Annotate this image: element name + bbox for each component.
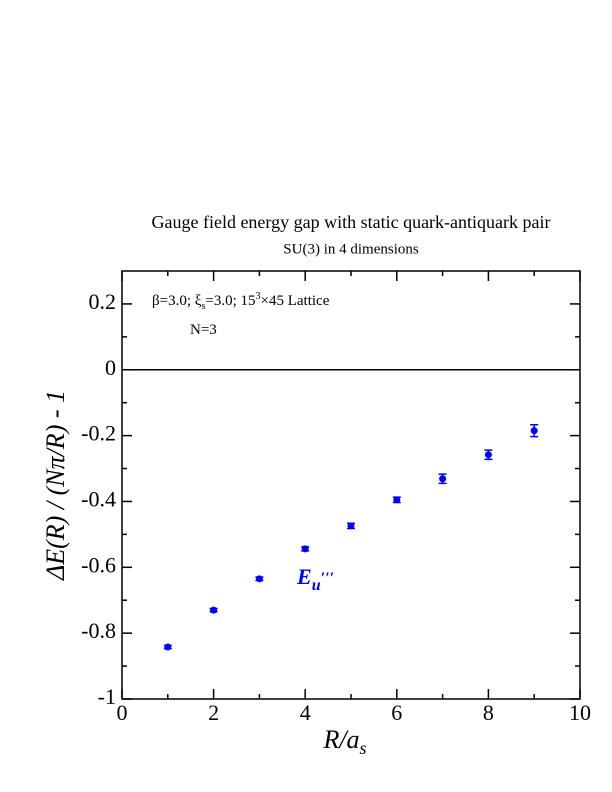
x-tick-label: 0 <box>117 700 128 725</box>
annotation-part: s <box>201 301 205 312</box>
annotation-part: N=3 <box>190 322 217 338</box>
x-tick-label: 4 <box>300 700 311 725</box>
y-tick-label: -0.6 <box>81 552 116 577</box>
series-label-part: ′′′ <box>321 570 335 587</box>
data-point <box>164 643 172 651</box>
annotation: N=3 <box>190 322 217 338</box>
y-tick-label: -0.8 <box>81 618 116 643</box>
y-tick-label: 0 <box>105 355 116 380</box>
data-point <box>439 475 447 483</box>
data-point <box>210 606 218 614</box>
x-axis-label-part: R/a <box>322 725 359 754</box>
annotation-part: β=3.0; ξ <box>152 293 202 309</box>
series-label-part: E <box>296 564 312 589</box>
y-tick-label: 0.2 <box>89 289 117 314</box>
data-point <box>393 496 401 504</box>
series-label: Eu′′′ <box>296 564 334 594</box>
x-tick-label: 10 <box>569 700 591 725</box>
x-tick-label: 2 <box>208 700 219 725</box>
x-tick-label: 8 <box>483 700 494 725</box>
y-tick-label: -0.4 <box>81 487 116 512</box>
series-label-part: u <box>312 577 321 594</box>
x-tick-label: 6 <box>391 700 402 725</box>
annotation-part: =3.0; 15 <box>205 293 255 309</box>
annotation: β=3.0; ξs=3.0; 153×45 Lattice <box>152 291 330 312</box>
x-axis-label: R/as <box>322 725 366 758</box>
y-tick-label: -0.2 <box>81 421 116 446</box>
x-axis-label-part: s <box>360 738 367 758</box>
chart-title: Gauge field energy gap with static quark… <box>151 212 550 232</box>
data-point <box>484 451 492 459</box>
data-point <box>255 575 263 583</box>
y-axis-label: ΔE(R) / (Nπ/R) - 1 <box>41 390 70 581</box>
data-point <box>530 427 538 435</box>
annotation-part: 3 <box>256 291 261 302</box>
y-tick-label: -1 <box>98 684 116 709</box>
data-point <box>301 545 309 553</box>
annotation-part: ×45 Lattice <box>261 293 330 309</box>
data-point <box>347 522 355 530</box>
chart-subtitle: SU(3) in 4 dimensions <box>283 241 419 257</box>
